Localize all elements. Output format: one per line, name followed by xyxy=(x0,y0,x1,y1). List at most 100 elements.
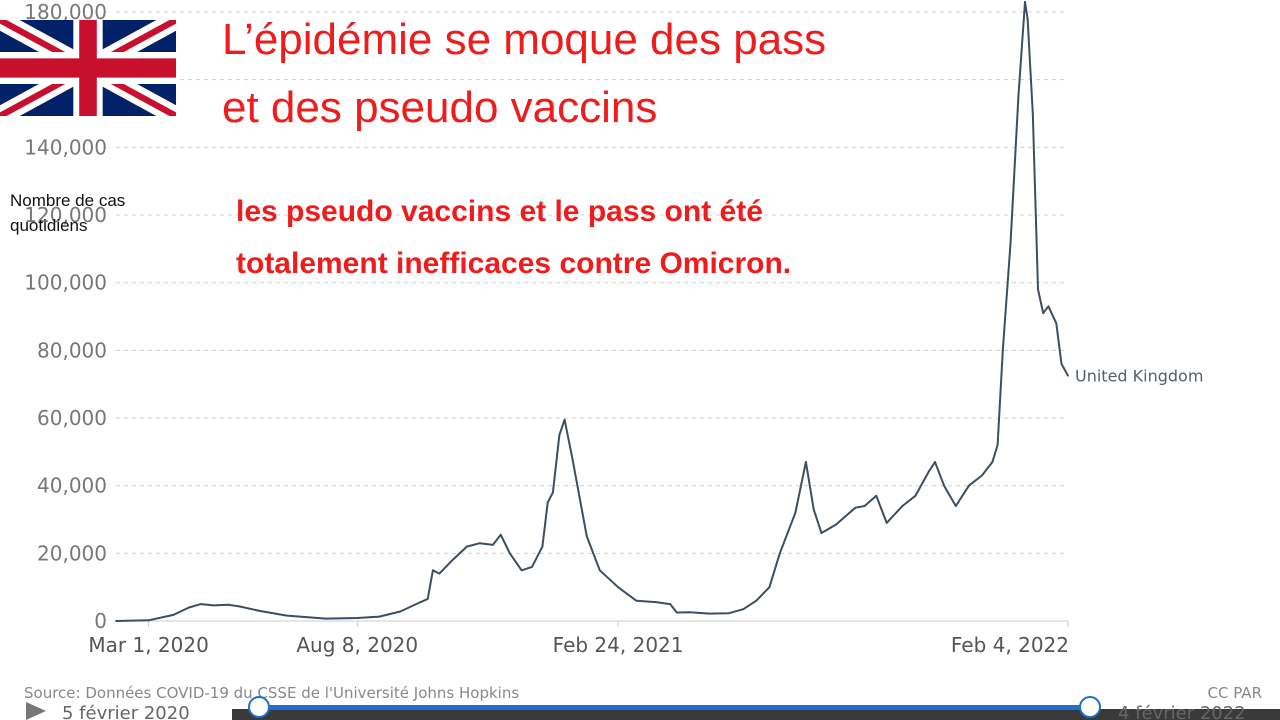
grid xyxy=(116,11,1068,554)
data-point xyxy=(617,586,619,589)
y-tick-label: 20,000 xyxy=(37,541,107,565)
y-axis-label-line-2: quotidiens xyxy=(10,216,88,235)
data-point xyxy=(794,511,797,514)
slider-start-label: 5 février 2020 xyxy=(62,703,190,720)
data-point xyxy=(598,569,601,572)
data-point xyxy=(1060,362,1063,365)
data-point xyxy=(431,569,434,572)
data-point xyxy=(1067,374,1069,377)
data-point xyxy=(863,505,866,507)
series-layer: United Kingdom xyxy=(115,0,1203,622)
data-point xyxy=(227,603,230,606)
title-line-1: L’épidémie se moque des pass xyxy=(222,15,827,64)
data-point xyxy=(675,611,678,614)
timeline-end-handle[interactable] xyxy=(1079,696,1101,718)
data-point xyxy=(885,521,888,524)
data-point xyxy=(967,484,970,487)
data-point xyxy=(172,614,175,616)
data-point xyxy=(655,601,657,603)
subtitle-line-2: totalement inefficaces contre Omicron. xyxy=(236,247,792,280)
data-point xyxy=(465,545,468,548)
data-point xyxy=(508,552,511,555)
uk-flag-icon xyxy=(0,20,176,116)
data-point xyxy=(258,609,261,612)
data-point xyxy=(325,617,327,620)
data-point xyxy=(147,619,150,622)
data-point xyxy=(820,532,823,534)
y-tick-label: 60,000 xyxy=(37,406,107,430)
data-point xyxy=(834,523,837,526)
subtitle-line-1: les pseudo vaccins et le pass ont été xyxy=(236,195,763,228)
y-axis-label-line-1: Nombre de cas xyxy=(10,191,126,210)
x-tick-label: Feb 4, 2022 xyxy=(951,633,1069,657)
data-point xyxy=(563,418,566,421)
data-point xyxy=(1042,312,1045,315)
license-label[interactable]: CC PAR xyxy=(1208,684,1263,702)
data-point xyxy=(635,599,638,602)
timeline-start-handle[interactable] xyxy=(248,696,270,718)
data-point xyxy=(426,598,429,600)
data-point xyxy=(115,620,117,622)
data-point xyxy=(212,604,215,607)
data-point xyxy=(954,505,957,507)
source-note[interactable]: Source: Données COVID-19 du CSSE de l'Un… xyxy=(24,684,519,702)
data-point xyxy=(438,572,441,575)
data-point xyxy=(742,608,745,611)
data-point xyxy=(558,434,561,436)
timeline-range[interactable] xyxy=(258,705,1090,710)
data-point xyxy=(927,471,930,474)
data-point xyxy=(1031,112,1034,115)
data-point xyxy=(1037,288,1039,291)
chart-footer: Source: Données COVID-19 du CSSE de l'Un… xyxy=(24,684,1280,720)
data-point xyxy=(356,617,359,619)
timeline-track[interactable] xyxy=(232,709,1280,720)
data-point xyxy=(478,542,481,545)
data-point xyxy=(1001,349,1004,352)
data-point xyxy=(585,535,588,538)
x-tick-label: Mar 1, 2020 xyxy=(88,633,208,657)
data-point xyxy=(728,612,730,615)
data-point xyxy=(571,457,574,460)
data-point xyxy=(520,569,523,572)
title-line-2: et des pseudo vaccins xyxy=(222,83,658,132)
x-tick-label: Feb 24, 2021 xyxy=(553,633,684,657)
data-point xyxy=(768,586,771,589)
data-point xyxy=(755,599,758,602)
data-point xyxy=(981,474,983,477)
slider-end-label: 4 février 2022 xyxy=(1118,703,1246,720)
y-tick-label: 40,000 xyxy=(37,474,107,498)
data-point xyxy=(688,611,691,614)
data-point xyxy=(551,491,554,494)
data-point xyxy=(499,533,502,536)
data-point xyxy=(708,612,711,615)
y-axis-label: Nombre de cas quotidiens xyxy=(10,188,125,238)
data-point xyxy=(1026,17,1029,20)
data-point xyxy=(1024,0,1026,3)
data-point xyxy=(285,614,288,617)
series-label-united-kingdom[interactable]: United Kingdom xyxy=(1075,367,1203,386)
y-tick-label: 120,000 xyxy=(24,203,107,227)
data-point xyxy=(914,494,917,497)
data-point xyxy=(875,494,878,497)
y-tick-label: 140,000 xyxy=(24,135,107,159)
x-tick-labels: Mar 1, 2020 Aug 8, 2020 Feb 24, 2021 Feb 4,… xyxy=(88,621,1069,657)
data-point xyxy=(1047,305,1050,308)
data-point xyxy=(991,461,994,463)
play-icon[interactable] xyxy=(26,702,46,720)
y-tick-label: 0 xyxy=(94,609,107,633)
x-tick-label: Aug 8, 2020 xyxy=(296,633,418,657)
data-point xyxy=(199,603,202,605)
data-point xyxy=(491,543,494,546)
y-tick-label: 100,000 xyxy=(24,271,107,295)
data-point xyxy=(934,461,936,463)
data-point xyxy=(901,505,904,507)
data-point xyxy=(541,545,544,548)
data-point xyxy=(1009,241,1012,243)
data-point xyxy=(531,565,533,568)
data-point xyxy=(996,444,999,446)
data-point xyxy=(451,559,454,561)
data-point xyxy=(546,501,549,504)
data-point xyxy=(188,606,190,609)
data-point xyxy=(238,605,241,608)
